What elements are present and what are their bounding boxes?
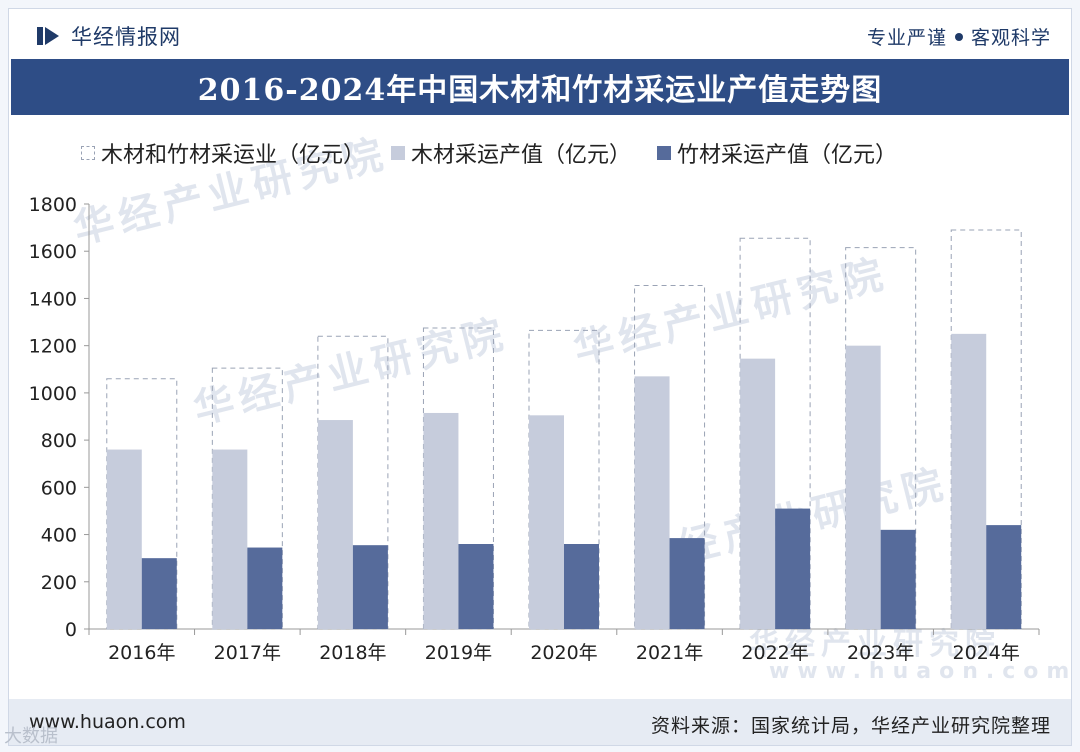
bar-wood — [951, 333, 987, 629]
x-tick-label: 2019年 — [425, 642, 492, 664]
bar-bamboo — [352, 545, 388, 629]
y-tick-label: 1000 — [29, 383, 77, 405]
logo-text: 华经情报网 — [71, 25, 181, 49]
bar-wood — [634, 376, 670, 629]
x-tick-label: 2020年 — [530, 642, 597, 664]
x-tick-label: 2022年 — [741, 642, 808, 664]
y-tick-label: 400 — [41, 525, 77, 547]
bar-bamboo — [141, 558, 177, 629]
legend-swatch-total — [81, 146, 95, 160]
bar-bamboo — [986, 525, 1022, 629]
y-tick-label: 200 — [41, 572, 77, 594]
bar-bamboo — [880, 529, 916, 629]
bar-bamboo — [669, 538, 705, 629]
footer-bar: www.huaon.com 资料来源：国家统计局，华经产业研究院整理 — [9, 699, 1071, 745]
bar-bamboo — [564, 544, 599, 629]
chart-legend: 木材和竹材采运业（亿元） 木材采运产值（亿元） 竹材采运产值（亿元） — [81, 137, 923, 169]
header-bar: 华经情报网 专业严谨 客观科学 — [9, 9, 1071, 59]
huajing-logo-icon — [37, 27, 59, 45]
bullet-dot-icon — [954, 32, 963, 41]
y-tick-label: 1600 — [29, 241, 77, 263]
y-tick-label: 1800 — [29, 194, 77, 216]
legend-label-total: 木材和竹材采运业（亿元） — [101, 143, 366, 168]
bar-wood — [212, 449, 248, 629]
legend-item-total: 木材和竹材采运业（亿元） — [81, 137, 365, 169]
logo: 华经情报网 — [35, 21, 181, 51]
x-tick-label: 2017年 — [214, 642, 281, 664]
bar-wood — [106, 449, 142, 629]
y-tick-label: 1400 — [29, 288, 77, 310]
y-tick-label: 0 — [65, 619, 77, 641]
tagline-left: 专业严谨 — [866, 27, 947, 49]
legend-item-bamboo: 竹材采运产值（亿元） — [657, 137, 897, 169]
tagline: 专业严谨 客观科学 — [867, 23, 1051, 50]
footer-source: 资料来源：国家统计局，华经产业研究院整理 — [650, 715, 1051, 737]
legend-swatch-wood — [391, 146, 406, 160]
chart-frame: 华经情报网 专业严谨 客观科学 2016-2024年中国木材和竹材采运业产值走势… — [8, 8, 1072, 746]
x-tick-label: 2024年 — [953, 642, 1020, 664]
x-tick-label: 2018年 — [319, 642, 386, 664]
footer-site: www.huaon.com — [29, 711, 186, 733]
chart-title: 2016-2024年中国木材和竹材采运业产值走势图 — [11, 59, 1069, 115]
legend-item-wood: 木材采运产值（亿元） — [391, 137, 631, 169]
bar-wood — [740, 358, 776, 629]
bar-wood — [317, 420, 353, 629]
bar-wood — [529, 415, 564, 629]
bar-chart: 0 200 400 600 800 1000 1200 1400 1600 1800 2016年 20… — [29, 194, 1040, 664]
x-tick-label: 2021年 — [636, 642, 703, 664]
legend-swatch-bamboo — [657, 146, 672, 160]
y-tick-label: 1200 — [29, 336, 77, 358]
x-tick-label: 2016年 — [108, 642, 175, 664]
tagline-right: 客观科学 — [970, 27, 1051, 49]
bar-wood — [423, 412, 459, 629]
bar-bamboo — [247, 547, 283, 629]
bar-wood — [845, 345, 881, 629]
x-tick-label: 2023年 — [847, 642, 914, 664]
corner-watermark: 大数据 — [4, 726, 58, 747]
legend-label-bamboo: 竹材采运产值（亿元） — [677, 143, 898, 168]
bar-bamboo — [458, 544, 494, 629]
legend-label-wood: 木材采运产值（亿元） — [411, 143, 632, 168]
y-tick-label: 800 — [41, 430, 77, 452]
y-tick-label: 600 — [41, 477, 77, 499]
bar-bamboo — [775, 508, 811, 629]
